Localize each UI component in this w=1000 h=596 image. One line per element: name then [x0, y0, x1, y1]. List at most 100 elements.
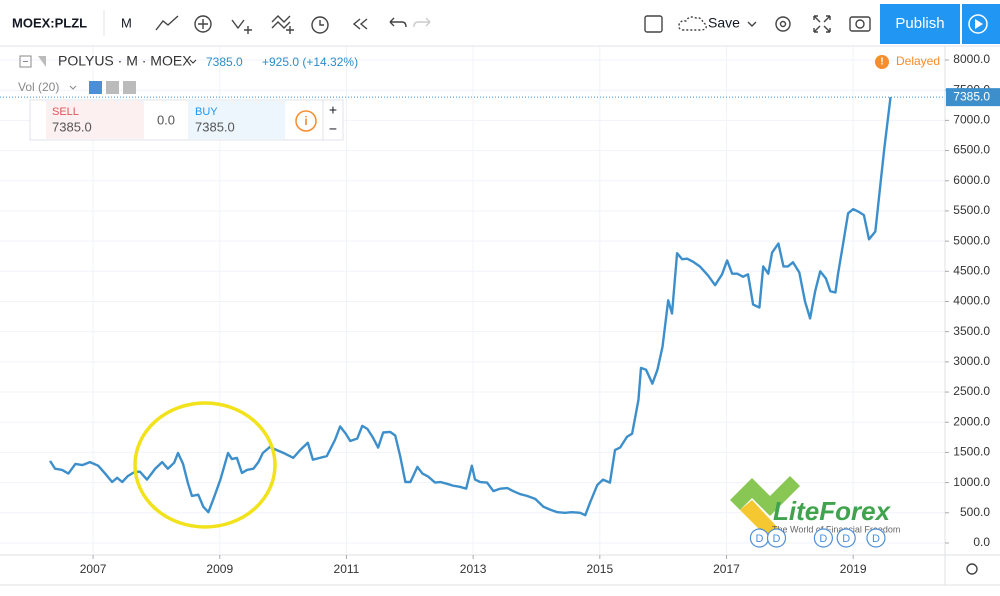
- highlight-circle: [133, 401, 277, 529]
- volume-settings[interactable]: [106, 81, 119, 94]
- dividend-label: D: [773, 533, 781, 545]
- axis-settings[interactable]: [966, 563, 978, 575]
- compare-icon: [198, 19, 208, 29]
- save-icon: [678, 16, 707, 31]
- dividend-label: D: [755, 533, 763, 545]
- indicators-button[interactable]: [231, 19, 252, 34]
- watermark-logo-part: [740, 500, 780, 540]
- watermark-slogan: The World of Financial Freedom: [772, 524, 900, 534]
- y-tick-label: 5000.0: [953, 233, 990, 247]
- save-menu[interactable]: [747, 21, 757, 27]
- info-button[interactable]: [295, 110, 317, 132]
- legend-symbol: POLYUS · M · MOEX: [58, 53, 192, 69]
- y-tick-label: 4000.0: [953, 294, 990, 308]
- publish-button-bg[interactable]: [880, 4, 960, 44]
- dividend-marker: [766, 528, 787, 548]
- dividend-label: D: [842, 533, 850, 545]
- legend-last: 7385.0: [206, 55, 243, 69]
- alert-button[interactable]: [311, 16, 329, 34]
- redo-button[interactable]: [413, 17, 431, 28]
- fullscreen-button[interactable]: [813, 15, 831, 33]
- y-tick-label: 2000.0: [953, 414, 990, 428]
- volume-label: Vol (20): [18, 80, 59, 94]
- y-tick-label: 500.0: [960, 505, 990, 519]
- fullscreen-select[interactable]: [644, 15, 663, 33]
- y-tick-label: 1000.0: [953, 475, 990, 489]
- templates-button[interactable]: [271, 15, 294, 34]
- watermark-brand: LiteForex: [773, 496, 892, 526]
- y-tick-label: 3000.0: [953, 354, 990, 368]
- y-tick-label: 5500.0: [953, 203, 990, 217]
- x-tick-label: 2011: [334, 562, 360, 576]
- sell-button[interactable]: [46, 101, 144, 139]
- spread: 0.0: [157, 112, 175, 127]
- watermark-logo: [730, 476, 800, 516]
- last-price-badge: [946, 88, 1000, 107]
- plot-area: [0, 46, 945, 555]
- snapshot-icon: [855, 19, 865, 29]
- y-tick-label: 6000.0: [953, 173, 990, 187]
- volume-remove[interactable]: [123, 81, 136, 94]
- undo-button[interactable]: [389, 17, 407, 28]
- stream-icon: [975, 19, 983, 29]
- trade-widget: SELL 7385.0 0.0 BUY 7385.0 i + −: [29, 99, 344, 141]
- last-price-label: 7385.0: [953, 89, 990, 103]
- buy-price: 7385.0: [195, 119, 235, 134]
- dividend-marker: [866, 528, 886, 548]
- compare-button[interactable]: [194, 15, 212, 33]
- volume-menu[interactable]: [69, 85, 77, 90]
- volume-hide[interactable]: [89, 81, 102, 94]
- dividend-marker: [813, 528, 833, 548]
- sell-label: SELL: [52, 106, 79, 118]
- buy-label: BUY: [195, 106, 218, 118]
- y-tick-label: 3500.0: [953, 324, 990, 338]
- x-tick-label: 2009: [206, 562, 233, 576]
- delayed-mark: !: [880, 57, 883, 68]
- dividend-label: D: [872, 533, 880, 545]
- chart-style-button[interactable]: [155, 15, 179, 31]
- delayed-icon: [875, 55, 889, 69]
- settings-icon: [779, 20, 787, 28]
- watermark: LiteForex The World of Financial Freedom: [730, 476, 900, 540]
- interval-button[interactable]: M: [121, 15, 132, 30]
- y-tick-label: 7000.0: [953, 113, 990, 127]
- qty-minus[interactable]: −: [329, 121, 337, 137]
- snapshot-button[interactable]: [849, 16, 871, 32]
- x-tick-label: 2015: [586, 562, 613, 576]
- y-tick-label: 6500.0: [953, 143, 990, 157]
- delayed-label: Delayed: [896, 54, 940, 68]
- x-tick-label: 2019: [840, 562, 867, 576]
- price-line: [49, 96, 892, 517]
- toolbar-bg: [0, 0, 1000, 46]
- y-tick-label: 8000.0: [953, 52, 990, 66]
- buy-button[interactable]: [188, 101, 285, 139]
- x-tick-label: 2007: [80, 562, 107, 576]
- y-tick-label: 2500.0: [953, 384, 990, 398]
- alert-icon: [319, 20, 324, 26]
- y-tick-label: 4500.0: [953, 263, 990, 277]
- dividend-label: D: [819, 533, 827, 545]
- replay-button[interactable]: [352, 18, 368, 30]
- sell-price: 7385.0: [52, 119, 92, 134]
- qty-plus[interactable]: +: [329, 102, 337, 118]
- x-tick-label: 2013: [460, 562, 487, 576]
- settings-button[interactable]: [775, 16, 791, 32]
- y-tick-label: 0.0: [973, 535, 990, 549]
- symbol-search[interactable]: MOEX:PLZL: [12, 15, 87, 30]
- legend: POLYUS · M · MOEX 7385.0 +925.0 (+14.32%…: [18, 53, 940, 94]
- stream-button[interactable]: [968, 14, 988, 34]
- info-icon: i: [304, 114, 307, 128]
- dividend-marker: [836, 528, 856, 548]
- save-button[interactable]: Save: [708, 15, 740, 31]
- y-tick-label: 1500.0: [953, 445, 990, 459]
- toolbar: MOEX:PLZL M Save Publish: [0, 0, 1000, 47]
- x-tick-label: 2017: [713, 562, 740, 576]
- symbol-flag: [38, 56, 46, 67]
- collapse-button[interactable]: [19, 55, 32, 68]
- legend-menu[interactable]: [189, 59, 197, 64]
- publish-button[interactable]: Publish: [895, 15, 944, 32]
